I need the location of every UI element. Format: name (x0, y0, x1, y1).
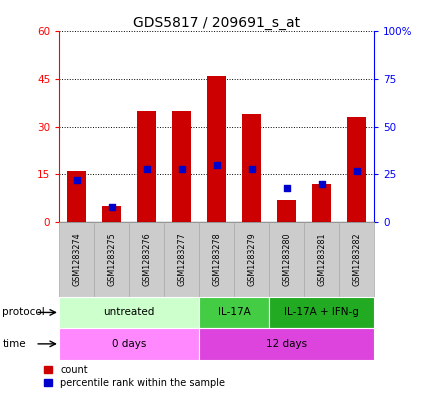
Point (248, 165, 255, 172)
Bar (199, 222, 234, 297)
Text: 12 days: 12 days (266, 339, 307, 349)
Bar (207, 76, 226, 222)
Text: GSM1283279: GSM1283279 (247, 233, 256, 286)
Point (108, 204, 115, 210)
Text: GSM1283277: GSM1283277 (177, 233, 186, 286)
Title: GDS5817 / 209691_s_at: GDS5817 / 209691_s_at (133, 17, 300, 30)
Legend: count, percentile rank within the sample: count, percentile rank within the sample (44, 365, 225, 388)
Text: GSM1283280: GSM1283280 (282, 233, 291, 286)
Bar (67, 171, 87, 222)
Point (283, 185, 290, 191)
Bar (94, 222, 129, 297)
Bar (137, 111, 156, 222)
Point (143, 165, 150, 172)
Text: GSM1283275: GSM1283275 (107, 233, 116, 286)
Bar (199, 328, 374, 360)
Text: GSM1283278: GSM1283278 (212, 233, 221, 286)
Point (73, 177, 81, 183)
Text: GSM1283276: GSM1283276 (142, 233, 151, 286)
Bar (102, 206, 121, 222)
Point (318, 181, 325, 187)
Bar (59, 222, 94, 297)
Bar (199, 297, 269, 328)
Bar (242, 114, 261, 222)
Bar (277, 200, 296, 222)
Text: GSM1283281: GSM1283281 (317, 233, 326, 286)
Bar (59, 328, 199, 360)
Bar (59, 297, 199, 328)
Bar (269, 297, 374, 328)
Bar (304, 222, 339, 297)
Point (353, 167, 360, 174)
Point (213, 162, 220, 168)
Point (178, 165, 185, 172)
Text: protocol: protocol (2, 307, 45, 318)
Bar (347, 117, 366, 222)
Bar (129, 222, 164, 297)
Bar (234, 222, 269, 297)
Bar (339, 222, 374, 297)
Bar (172, 111, 191, 222)
Text: IL-17A: IL-17A (218, 307, 250, 318)
Bar (269, 222, 304, 297)
Text: GSM1283282: GSM1283282 (352, 233, 361, 286)
Text: IL-17A + IFN-g: IL-17A + IFN-g (284, 307, 359, 318)
Text: time: time (2, 339, 26, 349)
Bar (312, 184, 331, 222)
Text: untreated: untreated (104, 307, 155, 318)
Bar (164, 222, 199, 297)
Text: GSM1283274: GSM1283274 (72, 233, 81, 286)
Text: 0 days: 0 days (112, 339, 147, 349)
